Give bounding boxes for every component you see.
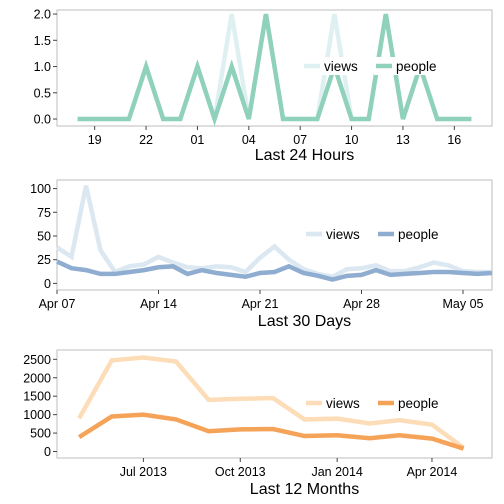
y-tick-label: 2000 bbox=[23, 371, 51, 385]
legend-backing bbox=[304, 225, 372, 243]
y-tick-label: 50 bbox=[37, 229, 51, 243]
legend-label-people: people bbox=[396, 59, 437, 74]
y-tick-label: 0 bbox=[44, 445, 51, 459]
y-tick-label: 0.5 bbox=[34, 86, 51, 100]
x-tick-label: Apr 2014 bbox=[407, 465, 458, 479]
plot-frame bbox=[56, 179, 493, 291]
y-tick-label: 1500 bbox=[23, 390, 51, 404]
legend-label-people: people bbox=[398, 396, 439, 411]
series-line-people bbox=[77, 13, 472, 127]
x-tick-label: 07 bbox=[293, 133, 307, 147]
x-tick-label: May 05 bbox=[443, 297, 484, 311]
chart-panel-1: 0.0 0.5 1.0 1.5 2.0 19 22 01 04 07 10 13 16 views peop… bbox=[34, 8, 493, 164]
y-tick-label: 1.5 bbox=[34, 34, 51, 48]
chart-panel-2: 0 25 50 75 100 Apr 07 Apr 14 Apr 21 Apr 28 May 05… bbox=[30, 179, 493, 330]
y-tick-label: 1000 bbox=[23, 408, 51, 422]
y-tick-label: 500 bbox=[30, 427, 51, 441]
x-tick-label: Apr 07 bbox=[39, 297, 76, 311]
y-tick-label: 25 bbox=[37, 253, 51, 267]
legend-label-people: people bbox=[398, 227, 439, 242]
plot-frame bbox=[56, 349, 493, 459]
legend-backing bbox=[374, 57, 450, 75]
series-line-people bbox=[56, 259, 493, 282]
legend-backing bbox=[376, 394, 452, 412]
x-tick-label: Oct 2013 bbox=[215, 465, 266, 479]
x-axis-title: Last 30 Days bbox=[258, 313, 351, 330]
y-tick-label: 0.0 bbox=[34, 113, 51, 127]
x-tick-label: Jan 2014 bbox=[311, 465, 362, 479]
x-tick-label: Apr 28 bbox=[343, 297, 380, 311]
x-tick-label: 13 bbox=[396, 133, 410, 147]
y-tick-label: 0 bbox=[44, 277, 51, 291]
x-tick-label: Jul 2013 bbox=[120, 465, 167, 479]
y-tick-label: 1.0 bbox=[34, 60, 51, 74]
legend-backing bbox=[304, 394, 372, 412]
x-axis-title: Last 12 Months bbox=[250, 481, 359, 498]
y-tick-label: 100 bbox=[30, 182, 51, 196]
x-tick-label: 22 bbox=[139, 133, 153, 147]
y-tick-label: 75 bbox=[37, 206, 51, 220]
x-tick-label: 04 bbox=[242, 133, 256, 147]
x-tick-label: Apr 21 bbox=[242, 297, 279, 311]
y-tick-label: 2500 bbox=[23, 353, 51, 367]
x-tick-label: 10 bbox=[345, 133, 359, 147]
legend-label-views: views bbox=[326, 227, 360, 242]
legend-backing bbox=[376, 225, 452, 243]
chart-panel-3: 0 500 1000 1500 2000 2500 Jul 2013 Oct 2013 Jan … bbox=[23, 349, 493, 498]
x-tick-label: Apr 14 bbox=[140, 297, 177, 311]
legend-label-views: views bbox=[326, 396, 360, 411]
legend: views people bbox=[304, 394, 452, 412]
x-axis-title: Last 24 Hours bbox=[255, 147, 355, 164]
series-line-views bbox=[77, 355, 465, 450]
legend: views people bbox=[304, 225, 452, 243]
x-tick-label: 19 bbox=[88, 133, 102, 147]
x-tick-label: 01 bbox=[190, 133, 204, 147]
plot-frame bbox=[56, 9, 493, 127]
series-line-people bbox=[77, 412, 465, 451]
legend-label-views: views bbox=[324, 59, 358, 74]
series-line-views bbox=[55, 185, 492, 280]
legend-backing bbox=[302, 57, 370, 75]
x-tick-label: 16 bbox=[447, 133, 461, 147]
y-tick-label: 2.0 bbox=[34, 8, 51, 22]
legend: views people bbox=[302, 57, 450, 75]
